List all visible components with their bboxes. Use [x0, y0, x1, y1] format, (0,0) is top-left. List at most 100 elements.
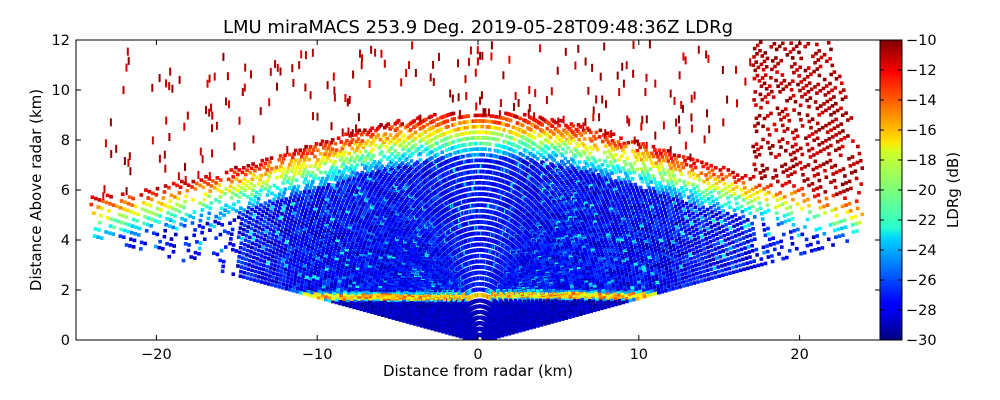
ldr-data-cell — [344, 250, 348, 255]
ldr-data-cell — [341, 260, 346, 265]
ldr-data-cell — [370, 270, 374, 274]
ldr-data-cell — [246, 164, 251, 168]
ldr-data-cell — [331, 153, 336, 158]
ldr-data-cell — [363, 306, 367, 310]
ldr-data-cell — [354, 208, 359, 213]
ldr-data-cell — [319, 274, 324, 279]
ldr-data-cell — [384, 312, 389, 317]
ldr-data-cell — [250, 264, 255, 268]
ldr-data-cell — [381, 286, 386, 290]
ldr-data-cell — [379, 280, 383, 285]
ldr-data-cell — [256, 275, 261, 279]
ldr-data-cell — [349, 191, 353, 196]
ldr-data-cell — [366, 186, 370, 190]
ldr-data-cell — [291, 247, 295, 251]
ldr-data-cell — [338, 206, 343, 210]
ldr-data-cell — [374, 234, 378, 239]
ldr-data-cell — [375, 252, 380, 256]
ldr-data-cell — [331, 238, 336, 243]
ldr-data-cell — [378, 206, 383, 211]
ldr-data-cell — [422, 124, 426, 129]
ldr-data-cell — [186, 248, 191, 253]
ldr-data-cell — [245, 229, 250, 234]
ldr-data-cell — [250, 268, 254, 273]
ldr-data-cell — [212, 251, 216, 255]
ldr-data-cell — [367, 192, 372, 196]
ldr-data-cell — [279, 273, 283, 278]
ldr-data-cell — [302, 180, 306, 185]
ldr-data-cell — [307, 214, 311, 218]
ldr-data-cell — [349, 202, 353, 206]
ldr-data-cell — [278, 219, 282, 224]
ldr-data-cell — [328, 287, 333, 291]
ldr-data-cell — [307, 157, 311, 162]
ldr-data-cell — [355, 216, 360, 221]
ldr-data-cell — [305, 268, 310, 273]
ldr-data-cell — [108, 202, 112, 206]
ldr-data-cell — [285, 180, 290, 184]
ldr-data-cell — [284, 260, 289, 264]
ldr-data-cell — [290, 231, 295, 235]
ldr-data-cell — [359, 49, 361, 58]
ldr-data-cell — [349, 278, 353, 283]
ldr-data-cell — [242, 227, 246, 232]
ldr-data-cell — [344, 165, 348, 169]
ldr-data-cell — [354, 291, 358, 295]
ldr-data-cell — [206, 182, 210, 186]
ldr-data-cell — [249, 197, 253, 201]
ldr-data-cell — [356, 146, 360, 150]
ldr-data-cell — [321, 155, 326, 159]
ldr-data-cell — [379, 180, 384, 184]
ldr-data-cell — [308, 222, 313, 227]
ldr-data-cell — [354, 200, 358, 205]
ldr-data-cell — [375, 278, 380, 283]
ldr-data-cell — [368, 157, 373, 162]
ldr-data-cell — [280, 212, 284, 216]
ldr-data-cell — [377, 248, 381, 253]
ldr-data-cell — [370, 126, 374, 130]
ldr-data-cell — [365, 293, 369, 297]
ldr-data-cell — [366, 204, 370, 208]
ldr-data-cell — [290, 270, 295, 274]
ldr-data-cell — [364, 297, 369, 302]
ldr-data-cell — [330, 276, 335, 280]
ldr-data-cell — [304, 174, 309, 178]
ldr-data-cell — [299, 287, 303, 292]
ldr-data-cell — [219, 190, 224, 194]
ldr-data-cell — [368, 228, 372, 233]
ldr-data-cell — [259, 107, 262, 116]
ldr-data-cell — [344, 156, 349, 161]
ldr-data-cell — [369, 180, 374, 184]
ldr-data-cell — [372, 292, 377, 296]
ldr-data-cell — [319, 200, 324, 205]
ldr-data-cell — [290, 234, 294, 239]
ldr-data-cell — [296, 197, 300, 202]
ldr-data-cell — [362, 257, 366, 261]
ldr-data-cell — [282, 177, 287, 182]
ldr-data-cell — [197, 171, 200, 179]
ldr-data-cell — [260, 184, 264, 189]
ldr-data-cell — [243, 266, 247, 270]
ldr-data-cell — [377, 272, 381, 277]
ldr-data-cell — [253, 209, 258, 214]
ldr-data-cell — [269, 266, 273, 270]
ldr-data-cell — [146, 196, 150, 200]
ldr-data-cell — [307, 244, 311, 248]
ldr-data-cell — [145, 202, 149, 207]
ldr-data-cell — [260, 272, 265, 276]
ldr-data-cell — [287, 186, 292, 190]
ldr-data-cell — [222, 52, 225, 61]
ldr-data-cell — [364, 299, 368, 304]
ldr-data-cell — [168, 243, 173, 247]
ldr-data-cell — [277, 158, 281, 162]
ldr-data-cell — [246, 244, 251, 248]
ldr-data-cell — [293, 252, 298, 257]
ldr-data-cell — [301, 161, 306, 165]
ldr-data-cell — [375, 221, 380, 226]
ldr-data-cell — [337, 209, 342, 213]
ldr-data-cell — [371, 280, 376, 285]
ldr-data-cell — [320, 271, 324, 276]
ldr-data-cell — [377, 208, 382, 213]
ldr-data-cell — [227, 189, 232, 193]
ldr-data-cell — [317, 232, 322, 237]
